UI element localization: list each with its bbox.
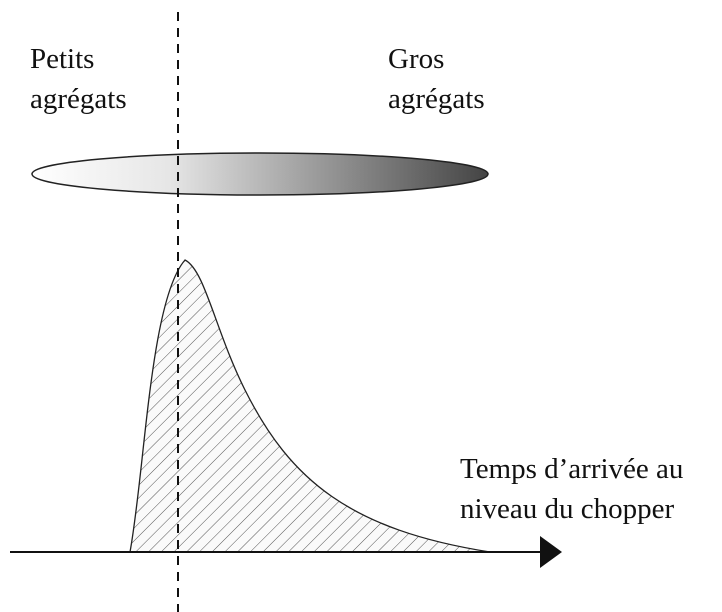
axis-label: niveau du chopper: [460, 493, 675, 525]
left-label: agrégats: [30, 83, 127, 115]
axis-label: Temps d’arrivée au: [460, 453, 683, 485]
right-label: agrégats: [388, 83, 485, 115]
left-label: Petits: [30, 43, 94, 75]
right-label: Gros: [388, 43, 444, 75]
axis-arrow: [540, 536, 562, 568]
aggregate-ellipse: [31, 152, 489, 196]
distribution-curve: [129, 259, 491, 553]
